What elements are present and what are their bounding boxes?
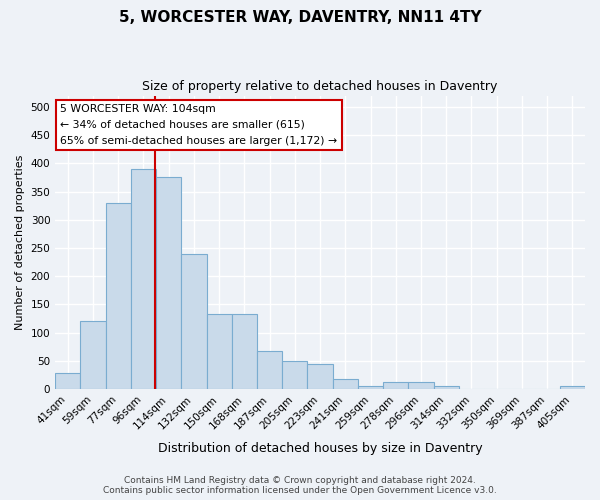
Bar <box>307 364 332 389</box>
Bar <box>131 169 156 389</box>
Bar <box>560 386 585 389</box>
Bar <box>282 361 307 389</box>
X-axis label: Distribution of detached houses by size in Daventry: Distribution of detached houses by size … <box>158 442 482 455</box>
Title: Size of property relative to detached houses in Daventry: Size of property relative to detached ho… <box>142 80 498 93</box>
Bar <box>358 386 383 389</box>
Text: 5, WORCESTER WAY, DAVENTRY, NN11 4TY: 5, WORCESTER WAY, DAVENTRY, NN11 4TY <box>119 10 481 25</box>
Bar <box>383 382 409 389</box>
Bar <box>332 379 358 389</box>
Bar <box>434 386 459 389</box>
Bar <box>257 351 282 389</box>
Bar <box>409 382 434 389</box>
Y-axis label: Number of detached properties: Number of detached properties <box>15 154 25 330</box>
Bar <box>232 314 257 389</box>
Bar <box>156 178 181 389</box>
Text: Contains HM Land Registry data © Crown copyright and database right 2024.
Contai: Contains HM Land Registry data © Crown c… <box>103 476 497 495</box>
Text: 5 WORCESTER WAY: 104sqm
← 34% of detached houses are smaller (615)
65% of semi-d: 5 WORCESTER WAY: 104sqm ← 34% of detache… <box>61 104 338 146</box>
Bar <box>181 254 206 389</box>
Bar <box>206 314 232 389</box>
Bar <box>106 203 131 389</box>
Bar <box>55 374 80 389</box>
Bar <box>80 322 106 389</box>
